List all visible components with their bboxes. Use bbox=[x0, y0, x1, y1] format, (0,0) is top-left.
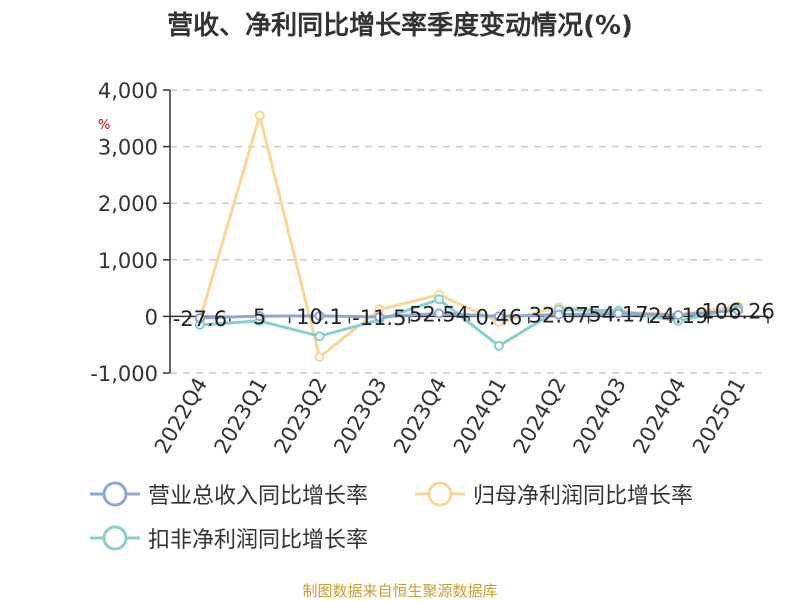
x-tick-label: 2022Q4 bbox=[150, 374, 212, 458]
x-tick-label: 2024Q2 bbox=[509, 374, 571, 458]
legend-label: 扣非净利润同比增长率 bbox=[148, 528, 369, 553]
data-label: -27.6 bbox=[173, 307, 227, 331]
legend-line-marker-icon bbox=[90, 525, 140, 551]
data-point bbox=[434, 294, 445, 305]
y-tick-label: 1,000 bbox=[98, 249, 158, 273]
y-tick-label: -1,000 bbox=[90, 362, 158, 386]
data-point bbox=[613, 308, 624, 319]
data-point bbox=[553, 309, 564, 320]
data-point bbox=[314, 331, 325, 342]
data-point bbox=[314, 352, 325, 363]
data-label: 54.17 bbox=[588, 302, 648, 326]
x-tick-label: 2025Q1 bbox=[688, 374, 750, 458]
data-label: -11.5 bbox=[352, 306, 406, 330]
chart-title: 营收、净利同比增长率季度变动情况(%) bbox=[167, 11, 633, 41]
x-tick-label: 2023Q2 bbox=[269, 374, 331, 458]
data-label: 52.54 bbox=[409, 302, 469, 326]
data-label: 0.46 bbox=[476, 305, 523, 329]
legend-item-net-profit[interactable]: 归母净利润同比增长率 bbox=[415, 478, 693, 510]
legend-label: 营业总收入同比增长率 bbox=[148, 484, 369, 509]
legend-item-deducted-profit[interactable]: 扣非净利润同比增长率 bbox=[90, 522, 368, 554]
legend-item-revenue[interactable]: 营业总收入同比增长率 bbox=[90, 478, 368, 510]
data-point bbox=[314, 310, 325, 321]
series-line bbox=[199, 308, 739, 320]
x-tick-label: 2023Q4 bbox=[389, 373, 451, 457]
data-point bbox=[254, 311, 265, 322]
data-point bbox=[493, 340, 504, 351]
data-label: 106.26 bbox=[701, 299, 774, 323]
data-label: 5 bbox=[253, 305, 266, 329]
data-source-note: 制图数据来自恒生聚源数据库 bbox=[302, 582, 498, 600]
data-point bbox=[434, 308, 445, 319]
data-label: 32.07 bbox=[529, 304, 589, 328]
legend-line-marker-icon bbox=[415, 481, 465, 507]
y-tick-label: 0 bbox=[145, 305, 158, 329]
x-tick-label: 2023Q3 bbox=[329, 374, 391, 458]
data-point bbox=[493, 311, 504, 322]
x-tick-label: 2023Q1 bbox=[210, 374, 272, 458]
legend-line-marker-icon bbox=[90, 481, 140, 507]
x-tick-label: 2024Q1 bbox=[449, 374, 511, 458]
axis-layer: -1,00001,0002,0003,0004,0002022Q42023Q12… bbox=[90, 79, 769, 458]
grid-layer bbox=[170, 89, 768, 374]
data-label: 24.19 bbox=[648, 304, 708, 328]
legend-label: 归母净利润同比增长率 bbox=[473, 484, 694, 509]
data-point bbox=[194, 312, 205, 323]
y-tick-label: 2,000 bbox=[98, 192, 158, 216]
x-tick-label: 2024Q3 bbox=[568, 374, 630, 458]
y-tick-label: 3,000 bbox=[98, 136, 158, 160]
data-point bbox=[374, 312, 385, 323]
data-label-layer: -27.6 5 10.1 -11.5 52.54 0.46 32.07 54.17 24.191… bbox=[173, 299, 775, 331]
data-point bbox=[733, 305, 744, 316]
series-line bbox=[199, 297, 739, 348]
data-label: 10.1 bbox=[296, 305, 343, 329]
y-unit-label: % bbox=[98, 118, 111, 133]
data-point bbox=[254, 110, 265, 121]
y-tick-label: 4,000 bbox=[98, 79, 158, 103]
series-layer bbox=[194, 110, 744, 363]
data-point bbox=[673, 310, 684, 321]
x-tick-label: 2024Q4 bbox=[628, 374, 690, 458]
